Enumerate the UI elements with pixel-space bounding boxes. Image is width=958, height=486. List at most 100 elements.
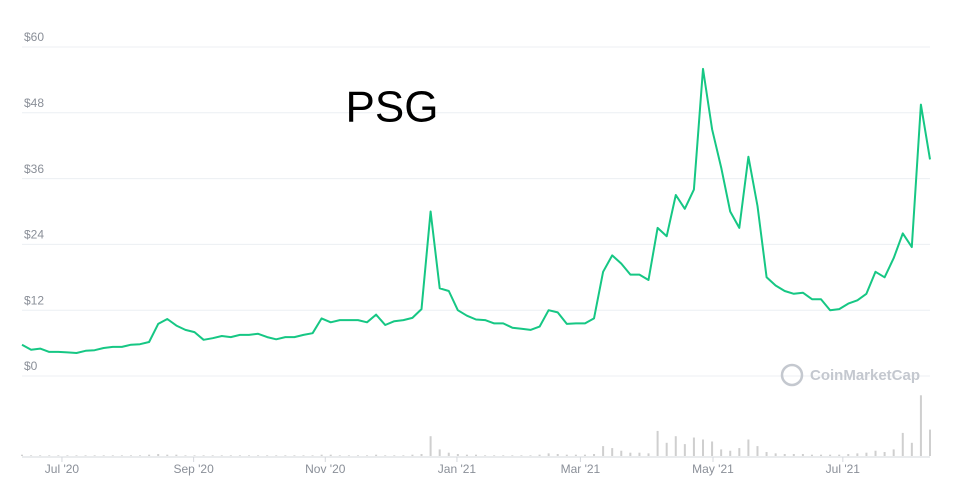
x-tick-label: Sep '20 (173, 462, 214, 476)
volume-bar (411, 454, 414, 456)
volume-bar (583, 454, 586, 456)
volume-bar (220, 455, 223, 456)
volume-bar (847, 454, 850, 456)
volume-bar (347, 455, 350, 456)
y-tick-label: $60 (24, 30, 44, 44)
chart-title: PSG (346, 83, 439, 132)
volume-bar (556, 454, 559, 456)
volume-bar (574, 454, 577, 456)
volume-bar (39, 455, 42, 456)
volume-bar (484, 455, 487, 456)
volume-bar (702, 439, 704, 456)
volume-bar (293, 455, 296, 456)
volume-bar (565, 454, 568, 456)
volume-bar (929, 429, 931, 456)
volume-bar (910, 442, 913, 456)
volume-bar (402, 455, 405, 456)
volume-bar (175, 454, 178, 456)
y-tick-label: $48 (24, 96, 44, 110)
watermark-logo (780, 363, 804, 387)
volume-bar (266, 455, 269, 456)
volume-bar (320, 454, 323, 456)
volume-bar (856, 453, 859, 456)
volume-bar (148, 454, 151, 456)
volume-bar (375, 454, 378, 456)
volume-bar (901, 432, 904, 456)
volume-bar (747, 439, 750, 456)
volume-bar (429, 436, 432, 456)
price-line (21, 67, 931, 354)
volume-bar (211, 455, 214, 456)
volume-bar (257, 455, 260, 456)
volume-bar (683, 444, 686, 456)
volume-bar (801, 454, 804, 456)
volume-bar (447, 452, 450, 456)
y-tick-label: $0 (24, 359, 38, 373)
volume-bar (184, 455, 187, 456)
x-tick-label: Jul '21 (826, 462, 861, 476)
volume-bar (202, 455, 205, 456)
volume-bar (21, 454, 23, 456)
volume-bar (765, 452, 768, 456)
watermark: CoinMarketCap (810, 367, 920, 384)
volume-bar (420, 454, 423, 456)
x-tick-label: Mar '21 (561, 462, 601, 476)
volume-bar (711, 441, 714, 456)
volume-bar (838, 454, 841, 456)
volume-bar (193, 455, 196, 456)
volume-bar (520, 455, 523, 456)
volume-bar (384, 455, 387, 456)
volume-bar (810, 454, 813, 456)
volume-bar (874, 450, 877, 456)
volume-bar (30, 455, 33, 456)
volume-bar (166, 454, 169, 456)
y-tick-label: $24 (24, 228, 44, 242)
volume-bar (792, 454, 795, 456)
volume-bar (865, 452, 868, 456)
volume-bar (229, 455, 232, 456)
volume-bar (529, 455, 532, 456)
volume-bar (75, 455, 78, 456)
x-tick-label: May '21 (692, 462, 734, 476)
volume-bar (611, 448, 614, 456)
x-tick-label: Jan '21 (438, 462, 477, 476)
volume-bar (465, 454, 468, 456)
volume-bar (329, 454, 332, 456)
volume-bar (366, 455, 369, 456)
volume-bar (57, 455, 60, 456)
volume-bar (157, 454, 160, 456)
volume-bar (393, 455, 396, 456)
volume-bar (729, 450, 732, 456)
volume-bar (674, 436, 677, 456)
volume-bar (284, 455, 287, 456)
volume-bar (129, 455, 132, 456)
volume-bar (302, 455, 305, 456)
volume-bar (111, 455, 114, 456)
volume-bar (883, 452, 886, 456)
volume-bar (493, 455, 496, 456)
volume-bar (638, 452, 641, 456)
volume-bar (820, 454, 823, 456)
y-tick-label: $36 (24, 162, 44, 176)
volume-bar (438, 449, 441, 456)
volume-bar (829, 454, 832, 456)
volume-bar (338, 455, 341, 456)
x-tick-label: Nov '20 (305, 462, 346, 476)
volume-bar (665, 442, 668, 456)
volume-bar (783, 454, 786, 456)
volume-bar (756, 446, 759, 456)
volume-bar (629, 452, 632, 456)
volume-bar (475, 454, 477, 456)
volume-bar (139, 455, 142, 456)
volume-bar (720, 449, 723, 456)
volume-bar (892, 449, 895, 456)
y-tick-label: $12 (24, 293, 44, 307)
volume-bar (356, 455, 359, 456)
volume-bar (919, 395, 922, 456)
volume-bar (84, 455, 87, 456)
volume-bar (511, 455, 514, 456)
volume-bar (774, 453, 777, 456)
volume-bar (738, 448, 741, 456)
volume-bar (456, 454, 459, 456)
